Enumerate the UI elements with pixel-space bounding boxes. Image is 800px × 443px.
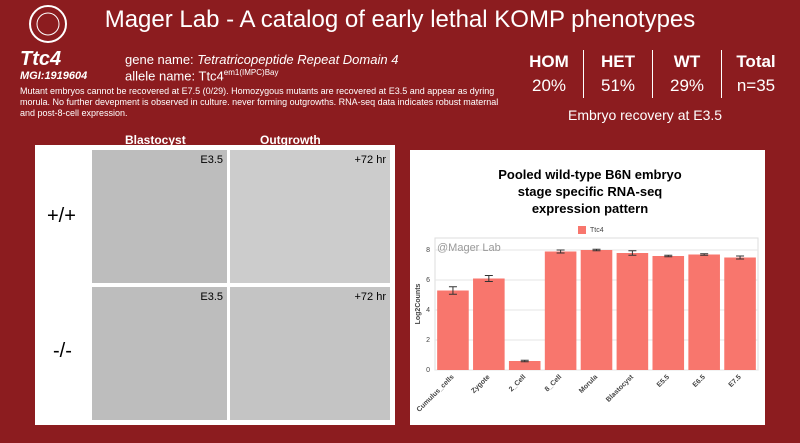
bar [724, 257, 756, 370]
h: Total [721, 50, 790, 74]
bar [580, 250, 613, 370]
x-tick-label: E6.5 [692, 374, 707, 389]
chart-panel: Pooled wild-type B6N embryo stage specif… [410, 150, 765, 425]
mgi-id: MGI:1919604 [20, 70, 88, 82]
y-tick-label: 6 [426, 277, 430, 284]
legend-label: Ttc4 [590, 227, 604, 234]
stage: E3.5 [200, 154, 223, 166]
x-tick-label: E7.5 [728, 374, 743, 389]
x-tick-label: Cumulus_cells [416, 374, 456, 414]
x-tick-label: Morula [578, 374, 599, 395]
stage: +72 hr [354, 291, 387, 303]
image: E3.5 [92, 287, 227, 420]
page-title: Mager Lab - A catalog of early lethal KO… [104, 6, 696, 33]
x-tick-label: Blastocyst [605, 373, 635, 403]
bar [508, 361, 541, 370]
sup: em1(IMPC)Bay [223, 68, 279, 77]
y-tick-label: 2 [426, 337, 430, 344]
stats-table: HOM HET WT Total 20% 51% 29% n=35 [515, 50, 790, 98]
label: gene name: [125, 52, 194, 67]
legend-swatch [578, 226, 586, 234]
bar [544, 251, 577, 370]
v: 51% [583, 74, 653, 98]
y-tick-label: 0 [426, 367, 430, 374]
label: allele name: [125, 68, 196, 84]
v: n=35 [721, 74, 790, 98]
bar [652, 256, 685, 370]
row-label: +/+ [47, 205, 76, 227]
v: 29% [652, 74, 722, 98]
chart-title: Pooled wild-type B6N embryo stage specif… [498, 167, 682, 216]
image: E3.5 [92, 150, 227, 283]
image: +72 hr [230, 287, 390, 420]
allele-name: allele name: Ttc4em1(IMPC)Bay [125, 68, 278, 83]
stage: E3.5 [200, 291, 223, 303]
bar [473, 278, 505, 370]
description: Mutant embryos cannot be recovered at E7… [20, 86, 499, 118]
stats: HOM HET WT Total 20% 51% 29% n=35 [515, 50, 790, 98]
x-tick-label: 8_Cell [544, 374, 564, 394]
y-axis-label: Log2Counts [415, 283, 422, 324]
h: HET [583, 50, 653, 74]
y-tick-label: 4 [426, 307, 430, 314]
stage: +72 hr [354, 154, 387, 166]
watermark: @Mager Lab [437, 242, 501, 254]
h: WT [652, 50, 722, 74]
bar [437, 290, 469, 370]
gene-symbol: Ttc4 [20, 48, 62, 70]
logo [29, 5, 67, 43]
value: Tetratricopeptide Repeat Domain 4 [197, 52, 399, 67]
h: HOM [529, 52, 569, 71]
chart: 0 2 4 6 8 Log2Counts @Mager Lab Ttc4 Cumulus_cel… [415, 226, 759, 414]
v: 20% [531, 76, 567, 95]
image-panel: Blastocyst Outgrowth +/+ -/- E3.5 +72 hr… [35, 133, 395, 425]
col-label: Outgrowth [260, 133, 321, 147]
row-label: -/- [53, 340, 72, 362]
col-label: Blastocyst [125, 133, 186, 147]
gene-name: gene name: Tetratricopeptide Repeat Doma… [125, 52, 398, 67]
bar [616, 253, 649, 370]
image: +72 hr [230, 150, 390, 283]
stats-caption: Embryo recovery at E3.5 [568, 107, 723, 123]
x-tick-label: 2_Cell [508, 374, 528, 394]
y-tick-label: 8 [426, 247, 430, 254]
bar [688, 254, 720, 370]
x-tick-label: E5.5 [656, 374, 671, 389]
x-tick-label: Zygote [470, 374, 491, 395]
value: Ttc4 [198, 68, 224, 84]
